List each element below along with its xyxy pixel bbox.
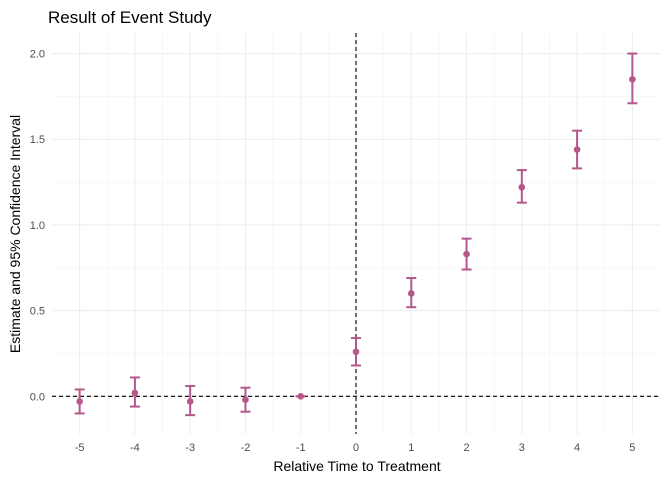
y-tick-label: 1.0 (30, 220, 45, 232)
y-tick-label: 0.5 (30, 306, 45, 318)
y-tick-label: 2.0 (30, 49, 45, 61)
y-axis-label: Estimate and 95% Confidence Interval (7, 115, 23, 353)
estimate-point (76, 398, 83, 405)
x-tick-labels: -5 -4 -3 -2 -1 0 1 2 3 4 5 (75, 442, 636, 454)
estimate-point (629, 75, 636, 83)
estimate-point (352, 348, 360, 356)
estimate-point (518, 183, 526, 191)
y-tick-label: 1.5 (30, 134, 45, 146)
estimate-point (463, 250, 470, 258)
x-tick-label: 3 (519, 442, 525, 454)
estimate-point (186, 398, 194, 405)
estimate-point (242, 396, 249, 404)
x-tick-label: -4 (130, 442, 140, 454)
grid-lines (52, 33, 660, 434)
estimate-point (297, 392, 305, 400)
x-tick-label: -1 (296, 442, 306, 454)
y-tick-labels: 0.0 0.5 1.0 1.5 2.0 (30, 49, 45, 404)
estimate-point (131, 389, 139, 397)
x-tick-label: -5 (75, 442, 85, 454)
x-tick-label: 4 (574, 442, 580, 454)
estimate-point (573, 146, 581, 153)
x-axis-label: Relative Time to Treatment (273, 458, 440, 474)
x-tick-label: 0 (353, 442, 359, 454)
y-tick-label: 0.0 (30, 391, 45, 403)
estimate-point (407, 290, 415, 297)
x-tick-label: -2 (241, 442, 251, 454)
chart-title: Result of Event Study (48, 8, 212, 27)
reference-lines (52, 33, 660, 434)
x-tick-label: 2 (463, 442, 469, 454)
x-tick-label: 5 (629, 442, 635, 454)
point-estimates (76, 75, 636, 405)
x-tick-label: -3 (185, 442, 195, 454)
x-tick-label: 1 (408, 442, 414, 454)
